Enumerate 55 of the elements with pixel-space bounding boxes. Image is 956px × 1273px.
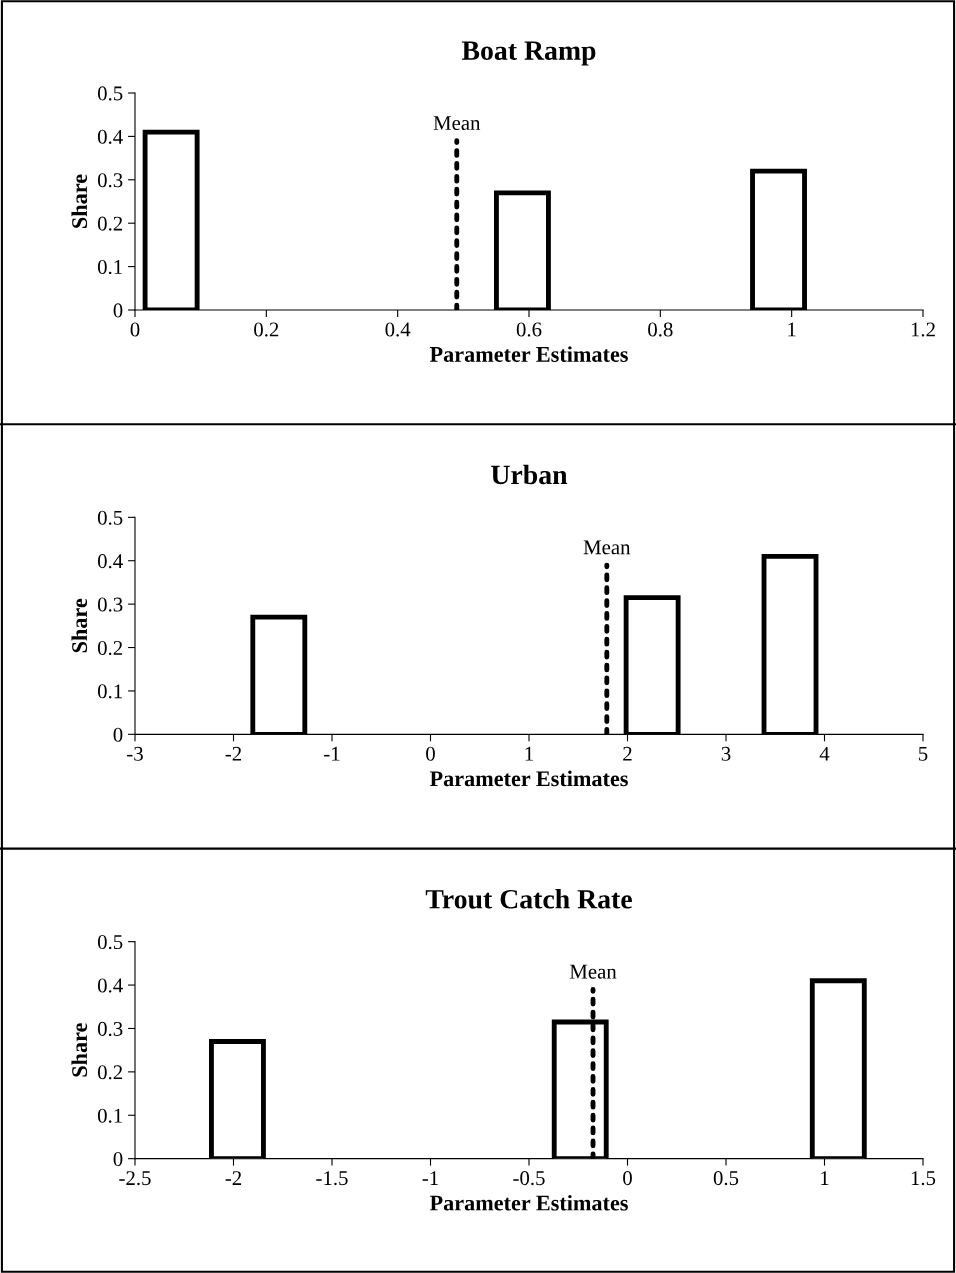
ref-line-label: Mean — [433, 116, 481, 130]
x-tick-label: 0.4 — [385, 322, 411, 337]
y-tick-label: 0.3 — [97, 1021, 123, 1036]
x-tick-label: 5 — [919, 746, 928, 761]
x-tick-label: 0.2 — [254, 322, 279, 337]
x-tick-label: 4 — [819, 746, 830, 761]
x-tick-label: 0 — [623, 1171, 632, 1186]
y-tick-label: 0.5 — [97, 935, 123, 950]
x-axis-title: Parameter Estimates — [429, 770, 628, 787]
y-tick-label: 0.1 — [97, 684, 122, 699]
x-tick-label: 1 — [788, 322, 796, 337]
x-tick-label: 1 — [821, 1171, 829, 1185]
chart-title: Boat Ramp — [461, 41, 596, 66]
x-tick-label: 0.5 — [713, 1171, 739, 1186]
x-tick-label: 2 — [623, 746, 632, 761]
x-tick-label: 3 — [721, 746, 731, 761]
y-tick-label: 0 — [113, 303, 123, 318]
x-tick-label: -1 — [422, 1171, 438, 1185]
y-tick-label: 0.2 — [97, 1065, 123, 1080]
y-tick-label: 0.1 — [97, 259, 122, 275]
x-tick-label: -1 — [324, 746, 340, 761]
y-axis-title: Share — [71, 598, 88, 653]
x-tick-label: -2.5 — [119, 1171, 151, 1186]
y-axis-title: Share — [71, 1023, 88, 1077]
y-tick-label: 0.4 — [97, 978, 123, 993]
x-tick-label: -2 — [225, 746, 242, 761]
y-tick-label: 0 — [113, 727, 123, 742]
x-axis-title: Parameter Estimates — [429, 346, 628, 362]
x-tick-label: -2 — [225, 1171, 242, 1185]
ref-line-label: Mean — [569, 964, 617, 979]
chart-title: Urban — [491, 464, 568, 485]
y-tick-label: 0.4 — [97, 129, 123, 144]
y-tick-label: 0.5 — [97, 86, 123, 101]
y-tick-label: 0.4 — [97, 554, 123, 569]
y-tick-label: 0.5 — [97, 510, 123, 525]
x-tick-label: 0.8 — [648, 322, 673, 337]
ref-line-label: Mean — [583, 540, 631, 555]
y-tick-label: 0.1 — [97, 1108, 122, 1123]
y-tick-label: 0.3 — [97, 173, 123, 188]
x-tick-label: -1.5 — [316, 1171, 348, 1186]
x-tick-label: -0.5 — [513, 1171, 545, 1186]
x-tick-label: 1.2 — [911, 322, 935, 337]
y-tick-label: 0.3 — [97, 597, 123, 612]
y-tick-label: 0.2 — [97, 640, 123, 656]
x-tick-label: -3 — [127, 746, 143, 761]
y-tick-label: 0.2 — [97, 216, 123, 231]
x-tick-label: 0 — [426, 746, 435, 761]
chart-title: Trout Catch Rate — [425, 889, 632, 909]
x-tick-label: 1 — [525, 746, 533, 761]
x-axis-title: Parameter Estimates — [429, 1194, 628, 1211]
x-tick-label: 1.5 — [911, 1171, 936, 1186]
x-tick-label: 0.6 — [516, 322, 542, 337]
y-axis-title: Share — [71, 174, 88, 228]
y-tick-label: 0 — [113, 1152, 123, 1167]
x-tick-label: 0 — [130, 322, 140, 337]
